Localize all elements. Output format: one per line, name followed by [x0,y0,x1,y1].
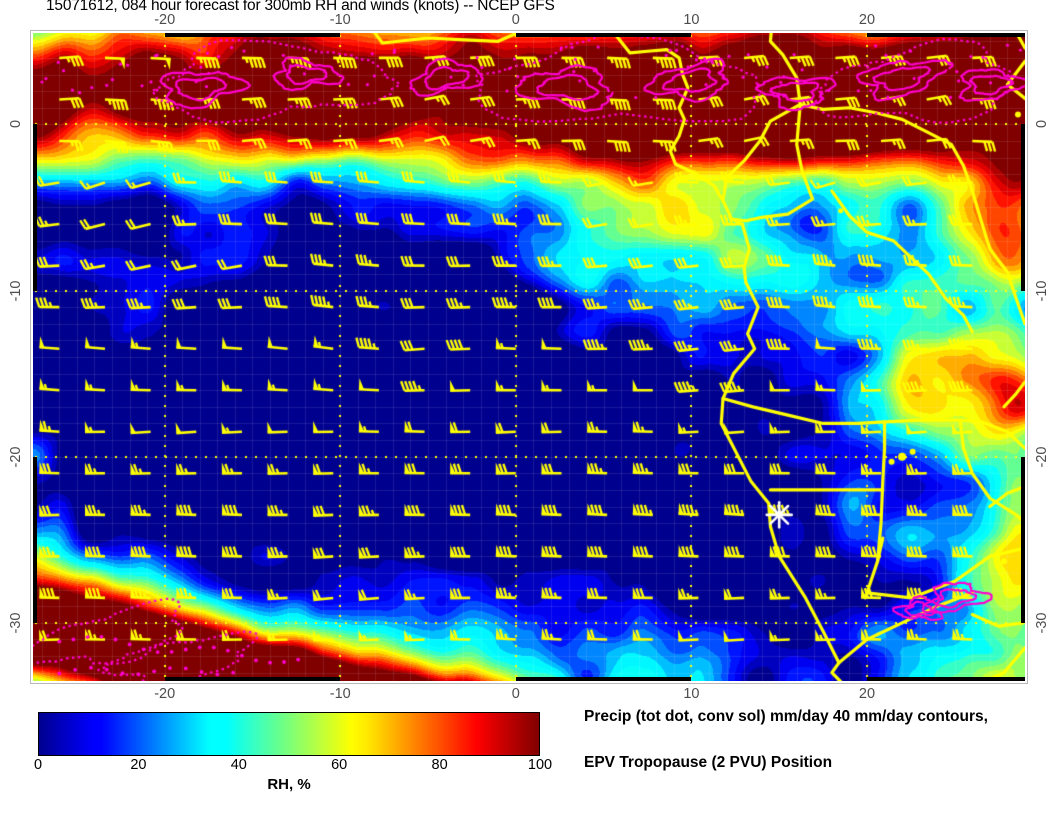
chart-title: 15071612, 084 hour forecast for 300mb RH… [46,0,555,14]
x-tick-bottom-1: -10 [329,686,351,702]
y-tick-left-1: -10 [8,280,24,302]
x-tick-bottom-4: 20 [858,686,876,702]
colorbar-border [38,712,540,756]
x-tick-bottom-3: 10 [683,686,700,702]
x-tick-top-0: -20 [154,12,176,28]
colorbar-tick-5: 100 [527,757,553,773]
legend-precip-label: Precip (tot dot, conv sol) mm/day 40 mm/… [584,708,988,725]
y-tick-right-3: -30 [1034,612,1050,634]
y-tick-right-2: -20 [1034,446,1050,468]
colorbar-tick-3: 60 [331,757,348,773]
colorbar-tick-2: 40 [230,757,247,773]
x-tick-top-1: -10 [329,12,351,28]
y-tick-left-3: -30 [8,612,24,634]
y-tick-left-0: 0 [8,120,24,129]
y-tick-right-0: 0 [1034,120,1050,129]
x-tick-top-2: 0 [511,12,520,28]
colorbar[interactable] [38,712,540,756]
colorbar-axis-label: RH, % [267,776,311,793]
map-overlays-layer [33,33,1025,681]
legend-epv-label: EPV Tropopause (2 PVU) Position [584,754,833,771]
x-tick-bottom-2: 0 [511,686,520,702]
map-plot-area[interactable] [33,33,1025,681]
y-tick-left-2: -20 [8,446,24,468]
colorbar-tick-4: 80 [431,757,448,773]
colorbar-gradient [38,712,540,756]
y-tick-right-1: -10 [1034,280,1050,302]
colorbar-tick-0: 0 [33,757,43,773]
colorbar-tick-1: 20 [130,757,147,773]
x-tick-top-3: 10 [683,12,700,28]
x-tick-bottom-0: -20 [154,686,176,702]
x-tick-top-4: 20 [858,12,876,28]
